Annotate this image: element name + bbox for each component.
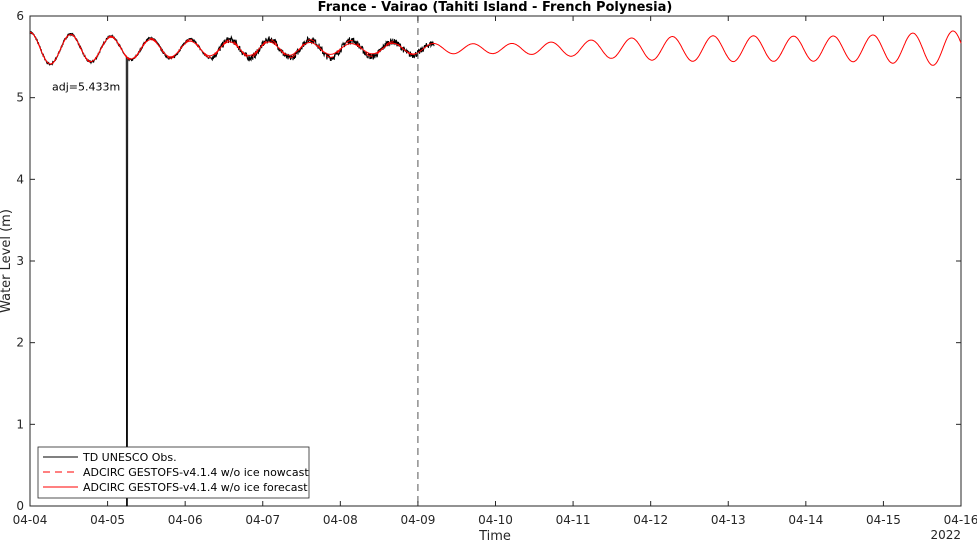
y-axis-label: Water Level (m) [0, 209, 14, 313]
x-tick-label: 04-04 [13, 513, 48, 527]
x-axis-label: Time [478, 529, 511, 541]
x-tick-label: 04-09 [400, 513, 435, 527]
axis-ticks: 04-04 04-05 04-06 04-07 04-08 04-09 04-10 04-11… [13, 9, 977, 527]
x-year-label: 2022 [930, 528, 961, 541]
legend-label-forecast: ADCIRC GESTOFS-v4.1.4 w/o ice forecast [83, 481, 308, 494]
legend-label-nowcast: ADCIRC GESTOFS-v4.1.4 w/o ice nowcast [83, 466, 309, 479]
y-tick-label: 3 [16, 254, 24, 268]
x-tick-label: 04-10 [478, 513, 513, 527]
legend: TD UNESCO Obs. ADCIRC GESTOFS-v4.1.4 w/o… [37, 446, 310, 499]
x-tick-label: 04-08 [323, 513, 358, 527]
y-tick-label: 0 [16, 499, 24, 513]
x-tick-label: 04-05 [90, 513, 125, 527]
y-tick-label: 4 [16, 172, 24, 186]
plot-area [29, 15, 962, 507]
y-tick-label: 2 [16, 336, 24, 350]
y-tick-label: 6 [16, 9, 24, 23]
x-tick-label: 04-07 [245, 513, 280, 527]
chart-title: France - Vairao (Tahiti Island - French … [318, 0, 673, 15]
x-tick-label: 04-11 [556, 513, 591, 527]
legend-label-obs: TD UNESCO Obs. [82, 451, 177, 464]
legend-box [37, 446, 310, 499]
x-tick-label: 04-15 [866, 513, 901, 527]
x-tick-label: 04-16 [944, 513, 977, 527]
x-tick-label: 04-14 [788, 513, 823, 527]
series-layer [29, 30, 962, 507]
x-tick-label: 04-12 [633, 513, 668, 527]
y-tick-label: 1 [16, 417, 24, 431]
forecast-line [29, 30, 962, 66]
x-tick-label: 04-06 [168, 513, 203, 527]
datum-adjustment-annotation: adj=5.433m [52, 81, 120, 94]
nowcast-line [29, 31, 419, 65]
y-tick-label: 5 [16, 91, 24, 105]
x-tick-label: 04-13 [711, 513, 746, 527]
